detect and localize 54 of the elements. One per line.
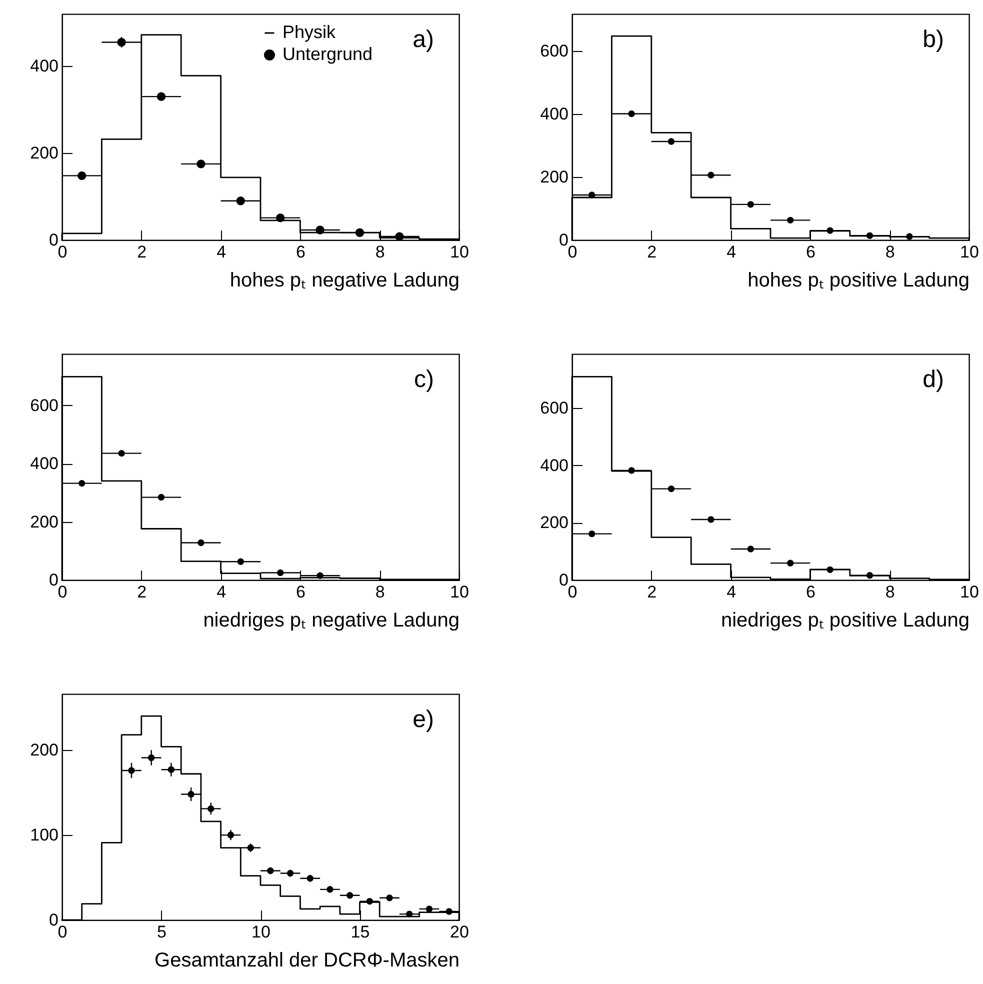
y-tick-label: 200 bbox=[30, 144, 58, 163]
x-tick-label: 10 bbox=[450, 242, 469, 262]
x-tick-label: 8 bbox=[375, 582, 385, 602]
y-tick-label: 0 bbox=[559, 570, 568, 590]
x-tick-label: 2 bbox=[647, 582, 657, 602]
x-tick-label: 10 bbox=[960, 242, 979, 262]
y-tick-label: 400 bbox=[540, 104, 568, 124]
legend-label: Physik bbox=[282, 22, 337, 42]
x-axis-title: hohes pₜ positive Ladung bbox=[748, 270, 970, 292]
y-tick-label: 0 bbox=[49, 570, 58, 590]
y-tick-label: 400 bbox=[30, 56, 58, 76]
x-tick-label: 6 bbox=[296, 242, 306, 262]
y-tick-label: 200 bbox=[540, 513, 568, 532]
x-tick-label: 10 bbox=[450, 582, 469, 602]
x-tick-label: 4 bbox=[726, 242, 736, 262]
x-tick-label: 2 bbox=[137, 242, 147, 262]
x-tick-label: 4 bbox=[216, 582, 226, 602]
x-axis-title: Gesamtanzahl der DCRΦ-Masken bbox=[154, 950, 460, 972]
x-tick-label: 8 bbox=[375, 242, 385, 262]
x-tick-label: 10 bbox=[252, 922, 270, 942]
x-tick-label: 2 bbox=[647, 242, 657, 262]
x-axis-title: niedriges pₜ negative Ladung bbox=[203, 610, 460, 632]
x-axis-title: niedriges pₜ positive Ladung bbox=[720, 610, 970, 632]
y-tick-label: 200 bbox=[30, 512, 58, 532]
annotation: a) bbox=[412, 26, 434, 53]
annotation: c) bbox=[414, 366, 434, 393]
x-axis-title: hohes pₜ negative Ladung bbox=[230, 270, 460, 292]
legend-label: Untergrund bbox=[282, 44, 373, 64]
y-tick-label: 600 bbox=[30, 396, 58, 415]
y-tick-label: 400 bbox=[30, 454, 58, 474]
x-tick-label: 8 bbox=[885, 242, 895, 262]
annotation: b) bbox=[922, 26, 944, 53]
x-tick-label: 6 bbox=[806, 582, 816, 602]
y-tick-label: 600 bbox=[540, 42, 568, 61]
y-tick-label: 400 bbox=[540, 456, 568, 475]
y-tick-label: 0 bbox=[559, 230, 568, 250]
annotation: e) bbox=[412, 706, 434, 733]
annotation: d) bbox=[922, 366, 944, 393]
x-tick-label: 8 bbox=[885, 582, 895, 602]
y-tick-label: 0 bbox=[49, 230, 58, 250]
x-tick-label: 2 bbox=[137, 582, 147, 602]
y-tick-label: 200 bbox=[30, 740, 58, 760]
x-tick-label: 4 bbox=[726, 582, 736, 602]
y-tick-label: 600 bbox=[540, 398, 568, 418]
x-tick-label: 15 bbox=[350, 922, 370, 942]
x-tick-label: 20 bbox=[450, 922, 469, 942]
y-tick-label: 100 bbox=[30, 826, 58, 845]
x-tick-label: 10 bbox=[960, 582, 979, 602]
x-tick-label: 6 bbox=[806, 242, 816, 262]
x-tick-label: 5 bbox=[157, 922, 166, 942]
x-tick-label: 4 bbox=[216, 242, 226, 262]
y-tick-label: 0 bbox=[49, 910, 58, 930]
x-tick-label: 6 bbox=[296, 582, 306, 602]
y-tick-label: 200 bbox=[540, 168, 568, 187]
